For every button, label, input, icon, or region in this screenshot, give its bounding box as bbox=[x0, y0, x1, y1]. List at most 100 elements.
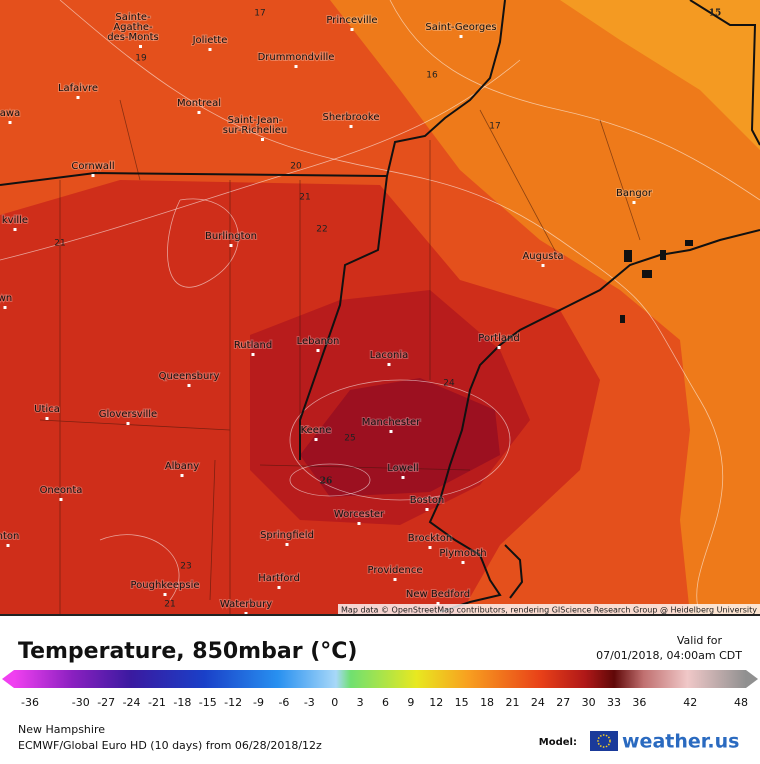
city-label: Queensbury bbox=[159, 371, 220, 382]
tick-label: -18 bbox=[173, 696, 191, 709]
tick-label: 36 bbox=[632, 696, 646, 709]
city-marker bbox=[139, 45, 142, 48]
tick-label: 9 bbox=[407, 696, 414, 709]
city-marker bbox=[314, 438, 318, 441]
city-marker bbox=[229, 244, 233, 247]
tick-label: -15 bbox=[199, 696, 217, 709]
city-marker bbox=[76, 96, 80, 99]
contour-label: 17 bbox=[489, 122, 500, 132]
tick-label: -27 bbox=[97, 696, 115, 709]
city-label: Cornwall bbox=[71, 161, 114, 172]
city-marker bbox=[3, 306, 7, 309]
city-marker bbox=[251, 353, 255, 356]
city-label: Lebanon bbox=[297, 336, 340, 347]
city-label: Princeville bbox=[326, 15, 377, 26]
valid-time: 07/01/2018, 04:00am CDT bbox=[596, 649, 742, 662]
contour-label: 25 bbox=[344, 434, 355, 444]
city-label: Burlington bbox=[205, 231, 257, 242]
city-label: Oneonta bbox=[40, 485, 83, 496]
city-label: Keene bbox=[301, 425, 332, 436]
city-marker bbox=[387, 363, 391, 366]
map: Sainte-Agathe-des-Monts Joliette Drummondv… bbox=[0, 0, 760, 616]
city-marker bbox=[261, 138, 264, 141]
tick-label: 24 bbox=[531, 696, 545, 709]
city-label: Drummondville bbox=[258, 52, 335, 63]
city-label: Plymouth bbox=[439, 548, 486, 559]
tick-label: -36 bbox=[21, 696, 39, 709]
city-marker bbox=[459, 35, 463, 38]
attribution: Map data © OpenStreetMap contributors, r… bbox=[341, 606, 757, 615]
contour-labels: 17 19 16 17 20 21 22 21 24 25 26 23 21 15 bbox=[54, 9, 721, 610]
tick-label: -30 bbox=[72, 696, 90, 709]
city-label: Brockton bbox=[408, 533, 453, 544]
contour-label: 17 bbox=[254, 9, 265, 19]
brand: weather.us bbox=[622, 731, 739, 753]
color-bar bbox=[2, 670, 758, 688]
city-label: Gloversville bbox=[99, 409, 157, 420]
city-marker bbox=[59, 498, 63, 501]
city-label: Providence bbox=[367, 565, 422, 576]
contour-label: 21 bbox=[299, 193, 310, 203]
city-marker bbox=[541, 264, 545, 267]
contour-label: 21 bbox=[164, 600, 175, 610]
city-label: sur-Richelieu bbox=[223, 125, 287, 136]
tick-label: -24 bbox=[123, 696, 141, 709]
city-marker bbox=[244, 612, 248, 615]
city-marker bbox=[294, 65, 298, 68]
region: New Hampshire bbox=[18, 723, 105, 736]
city-marker bbox=[13, 228, 17, 231]
city-marker bbox=[197, 111, 201, 114]
city-label: New Bedford bbox=[406, 589, 470, 600]
city-label: Joliette bbox=[192, 35, 228, 46]
tick-label: 21 bbox=[505, 696, 519, 709]
city-marker bbox=[6, 544, 10, 547]
city-marker bbox=[349, 125, 353, 128]
city-label: wn bbox=[0, 293, 12, 304]
city-label: Lowell bbox=[387, 463, 418, 474]
city-label: awa bbox=[0, 108, 20, 119]
contour-label: 23 bbox=[180, 562, 191, 572]
tick-label: 18 bbox=[480, 696, 494, 709]
eu-flag bbox=[590, 731, 618, 751]
tick-label: 27 bbox=[556, 696, 570, 709]
city-label: Waterbury bbox=[220, 599, 272, 610]
city-label: Albany bbox=[165, 461, 199, 472]
city-label: Lafaivre bbox=[58, 83, 98, 94]
city-marker bbox=[389, 430, 393, 433]
city-label: Laconia bbox=[370, 350, 409, 361]
contour-label: 22 bbox=[316, 225, 327, 235]
tick-label: 6 bbox=[382, 696, 389, 709]
city-label: Augusta bbox=[522, 251, 563, 262]
tick-label: 15 bbox=[455, 696, 469, 709]
tick-label: 48 bbox=[734, 696, 748, 709]
city-marker bbox=[187, 384, 191, 387]
city-label: Sainte- bbox=[115, 12, 151, 23]
city-label: Bangor bbox=[616, 188, 653, 199]
city-label: Boston bbox=[410, 495, 445, 506]
contour-label: 21 bbox=[54, 239, 65, 249]
city-label: Saint-Jean- bbox=[228, 115, 283, 126]
contour-label: 19 bbox=[135, 54, 147, 64]
model-label: Model: bbox=[539, 737, 577, 748]
city-label: des-Monts bbox=[107, 32, 159, 43]
city-marker bbox=[425, 508, 429, 511]
city-label: Springfield bbox=[260, 530, 314, 541]
tick-label: 3 bbox=[357, 696, 364, 709]
tick-label: 0 bbox=[331, 696, 338, 709]
model-run: ECMWF/Global Euro HD (10 days) from 06/2… bbox=[18, 739, 322, 752]
contour-label: 15 bbox=[709, 9, 722, 19]
city-label: Saint-Georges bbox=[425, 22, 496, 33]
contour-label: 20 bbox=[290, 162, 302, 172]
valid-label: Valid for bbox=[677, 634, 723, 647]
city-marker bbox=[632, 201, 636, 204]
city-marker bbox=[45, 417, 49, 420]
tick-label: 30 bbox=[582, 696, 596, 709]
city-label: Portland bbox=[478, 333, 519, 344]
city-marker bbox=[277, 586, 281, 589]
city-marker bbox=[285, 543, 289, 546]
tick-label: -9 bbox=[253, 696, 264, 709]
tick-label: 33 bbox=[607, 696, 621, 709]
city-marker bbox=[401, 476, 405, 479]
contour-label: 26 bbox=[320, 477, 333, 487]
